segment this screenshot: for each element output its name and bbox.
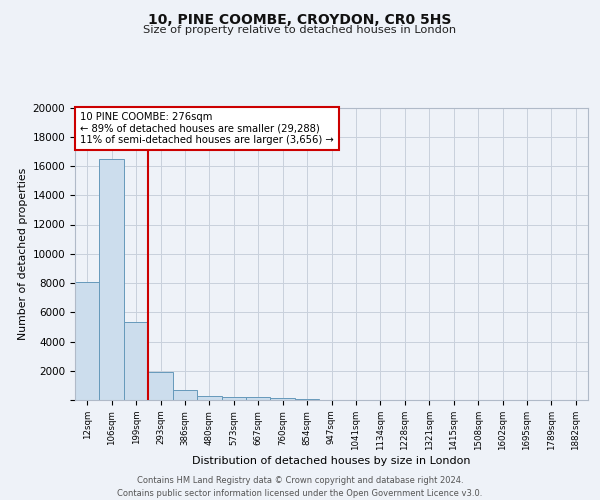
Bar xyxy=(75,282,100,400)
Y-axis label: Number of detached properties: Number of detached properties xyxy=(19,168,28,340)
Bar xyxy=(221,397,246,400)
Bar xyxy=(124,322,148,400)
Bar xyxy=(295,398,319,400)
Text: 10 PINE COOMBE: 276sqm
← 89% of detached houses are smaller (29,288)
11% of semi: 10 PINE COOMBE: 276sqm ← 89% of detached… xyxy=(80,112,334,145)
Text: 10, PINE COOMBE, CROYDON, CR0 5HS: 10, PINE COOMBE, CROYDON, CR0 5HS xyxy=(148,12,452,26)
Bar xyxy=(100,158,124,400)
Bar xyxy=(271,398,295,400)
Text: Size of property relative to detached houses in London: Size of property relative to detached ho… xyxy=(143,25,457,35)
X-axis label: Distribution of detached houses by size in London: Distribution of detached houses by size … xyxy=(192,456,471,466)
Bar xyxy=(197,396,221,400)
Bar xyxy=(246,397,271,400)
Text: Contains HM Land Registry data © Crown copyright and database right 2024.
Contai: Contains HM Land Registry data © Crown c… xyxy=(118,476,482,498)
Bar xyxy=(173,390,197,400)
Bar xyxy=(148,372,173,400)
